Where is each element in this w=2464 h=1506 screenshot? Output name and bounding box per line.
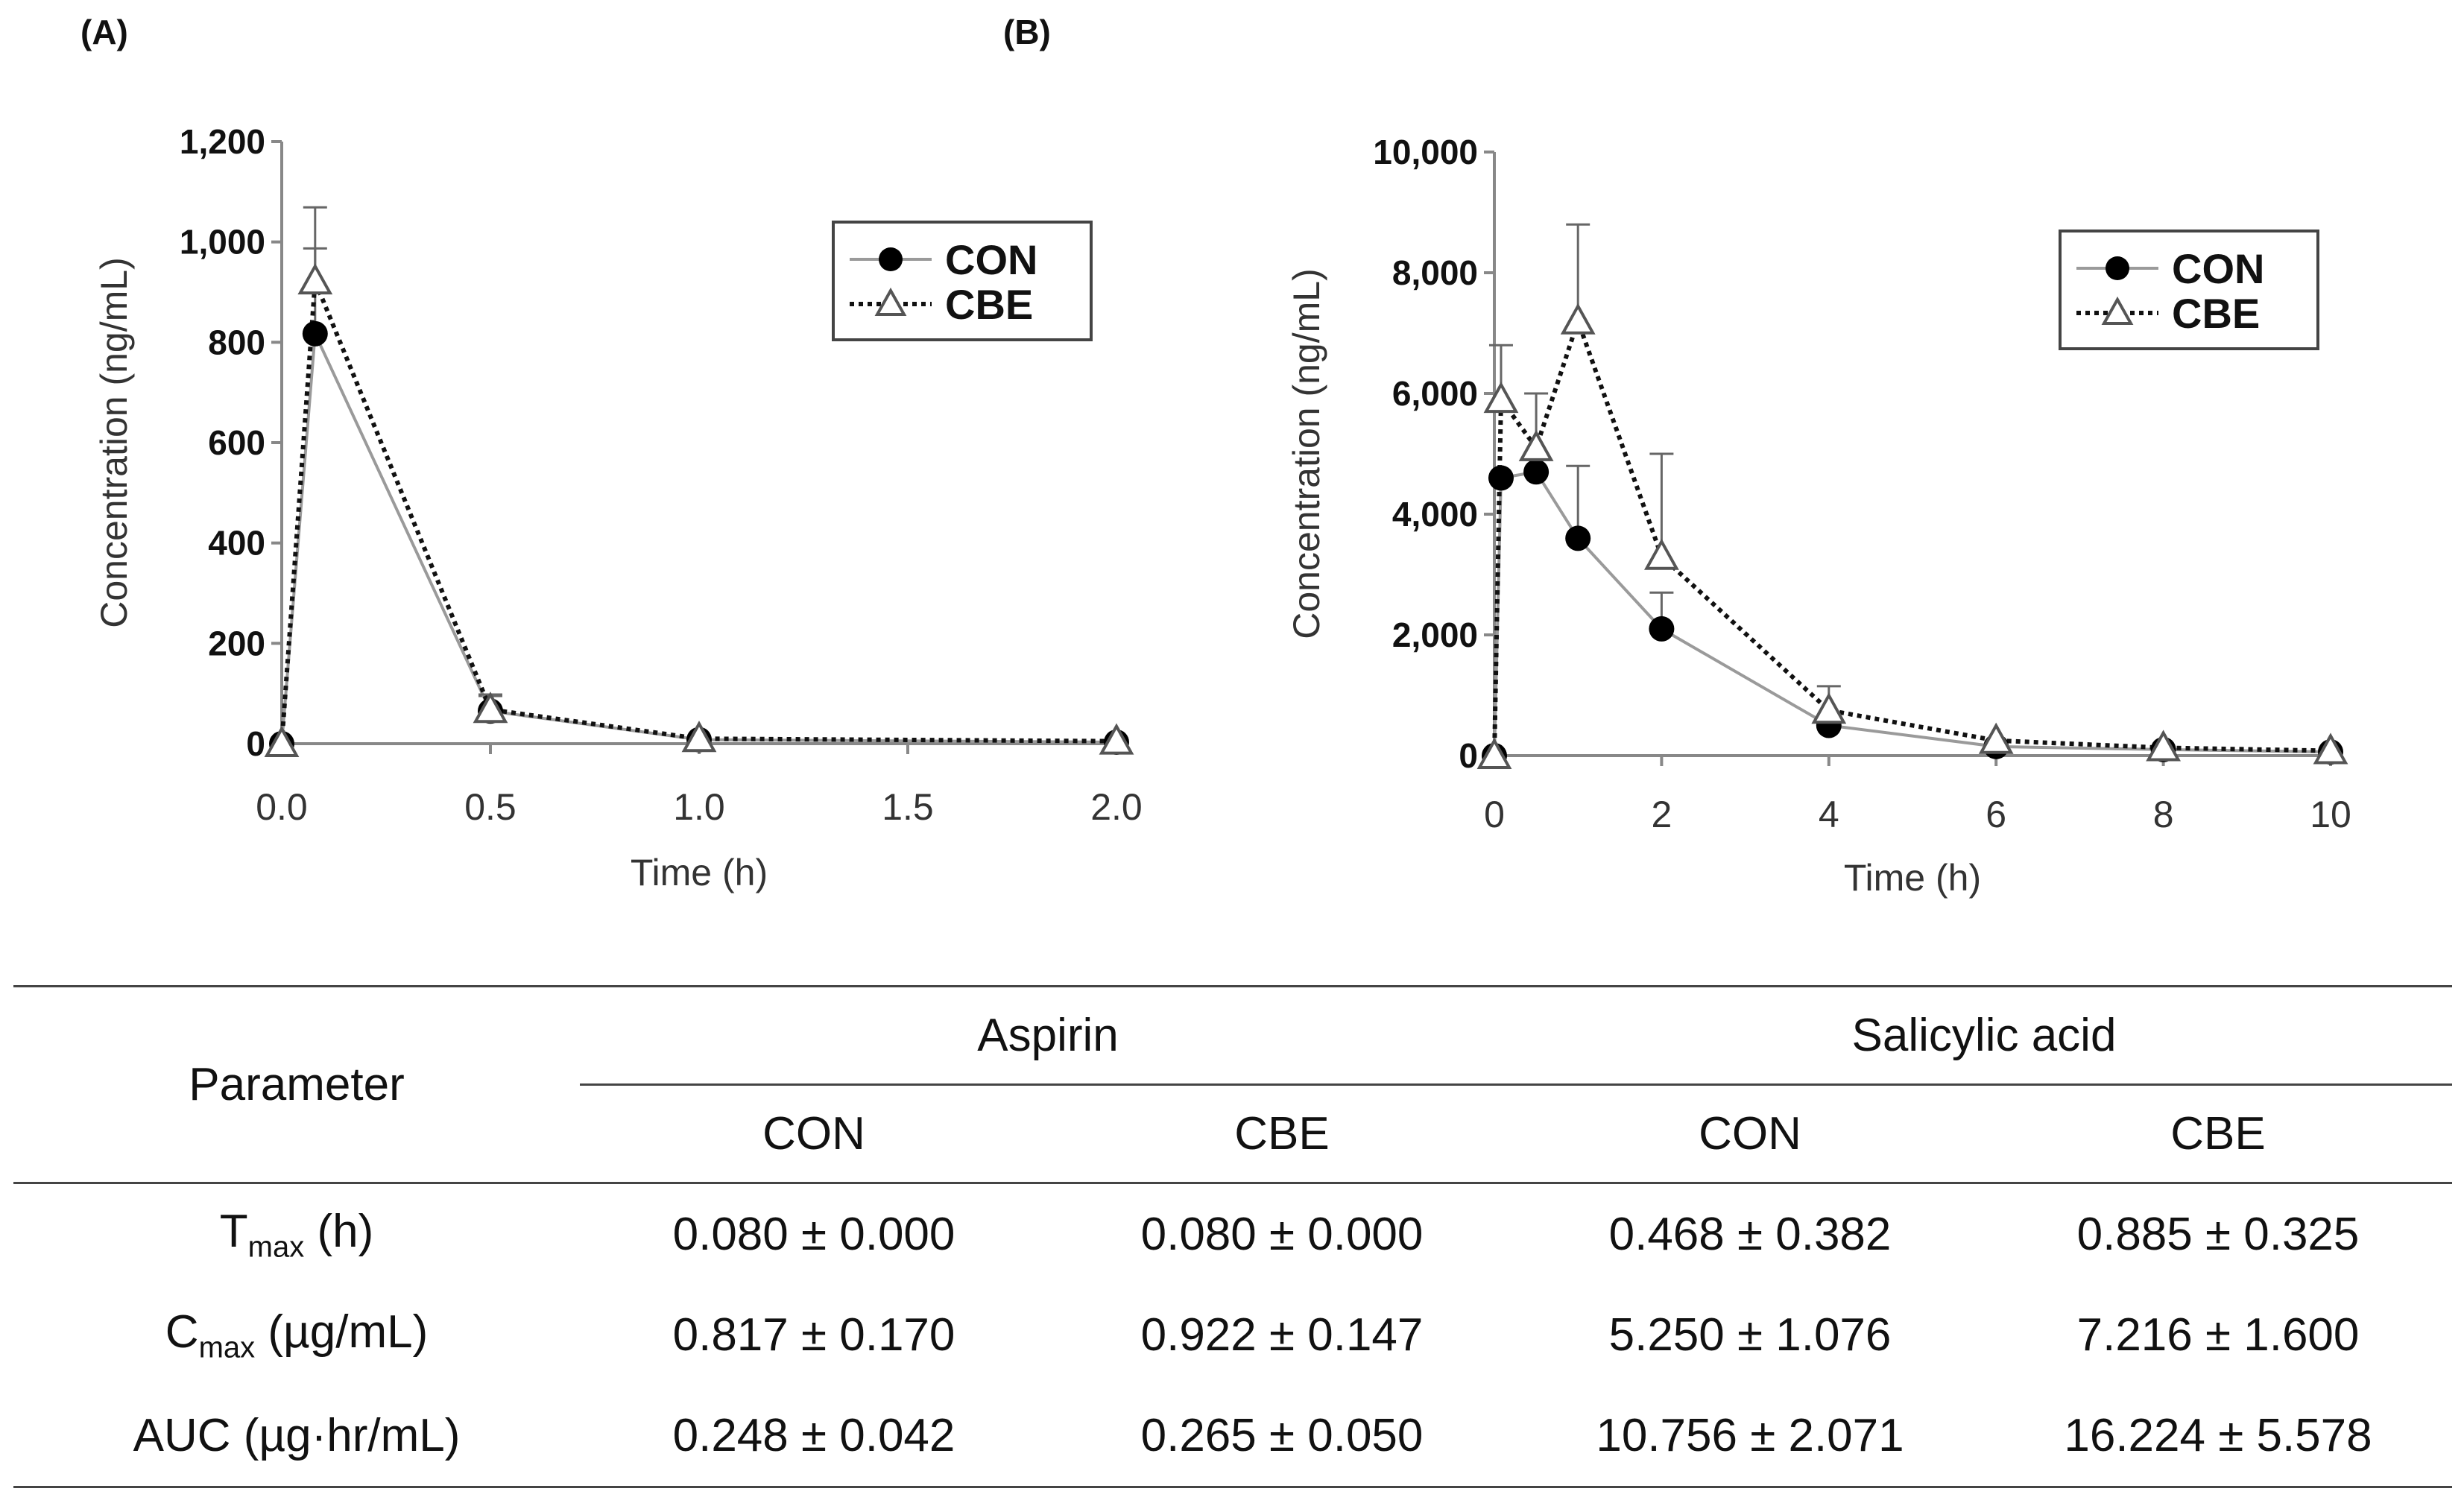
data-point-con [1565,525,1591,551]
data-point-con [1488,465,1514,491]
y-tick-label: 1,200 [180,122,265,161]
x-tick-label: 0.5 [464,786,517,828]
y-tick-label: 10,000 [1373,133,1478,171]
data-point-cbe [1099,723,1134,755]
x-tick-label: 1.0 [673,786,725,828]
series-line-con [1493,470,2331,756]
chart-b: 0 2,000 4,000 6,000 8,000 10,000 0 2 4 6 8 10 Time (… [1286,133,2351,899]
parameter-header: Parameter [13,985,580,1184]
sub-header-aspirin-cbe: CBE [1048,1084,1516,1184]
row-label: Cmax (µg/mL) [13,1285,580,1386]
y-tick-label: 4,000 [1392,495,1478,534]
table-row: Cmax (µg/mL) 0.817 ± 0.170 0.922 ± 0.147… [13,1285,2452,1386]
y-axis-title: Concentration (ng/mL) [93,257,135,627]
legend-label-cbe: CBE [2172,290,2260,337]
data-point-con [1649,616,1675,642]
group-header-aspirin: Aspirin [580,985,1516,1086]
table-cell: 0.468 ± 0.382 [1608,1208,1892,1260]
row-label: Tmax (h) [13,1183,580,1285]
y-tick-label: 1,000 [180,223,265,262]
data-point-cbe [1978,722,2014,754]
series-line-cbe [279,280,1117,744]
row-label-main: T [219,1205,248,1257]
table-cell: 10.756 ± 2.071 [1516,1385,1984,1488]
data-point-con [302,320,328,347]
row-label-sub: max [198,1331,256,1364]
table-cell: 0.265 ± 0.050 [1048,1385,1516,1488]
data-point-cbe [2313,733,2348,765]
series-line-cbe [1492,314,2331,756]
x-tick-label: 0.0 [256,786,308,828]
chart-a: 0 200 400 600 800 1,000 1,200 0.0 0.5 1.0 1.5 2.0 Ti… [93,122,1143,893]
x-tick-label: 8 [2153,794,2174,835]
legend-marker-con [2106,256,2129,280]
series-line-con [280,328,1117,744]
data-point-cbe [1476,737,1512,769]
table-cell: 0.080 ± 0.000 [1140,1208,1424,1260]
y-axis-title: Concentration (ng/mL) [1286,268,1327,639]
table-cell: 0.080 ± 0.000 [672,1208,955,1260]
data-point-cbe [1644,538,1679,570]
data-point-cbe [681,721,717,753]
legend-label-cbe: CBE [945,281,1033,328]
group-header-salicylic-acid: Salicylic acid [1516,985,2452,1086]
y-tick-label: 400 [208,524,265,563]
row-label-sub: max [247,1230,305,1263]
x-tick-label: 6 [1986,794,2006,835]
table-cell: 7.216 ± 1.600 [2076,1309,2360,1361]
table-cell: 0.248 ± 0.042 [580,1385,1048,1488]
legend-marker-cbe [874,287,907,316]
y-tick-label: 600 [208,423,265,462]
table-cell: 0.817 ± 0.170 [672,1309,955,1361]
table-cell: 0.885 ± 0.325 [2076,1208,2360,1260]
y-tick-label: 200 [208,624,265,662]
y-tick-label: 8,000 [1392,253,1478,292]
sub-header-salicylic-con: CON [1516,1084,1984,1184]
data-point-cbe [1518,429,1554,461]
data-point-con [1523,459,1550,485]
x-tick-label: 2.0 [1090,786,1143,828]
legend-label-con: CON [2172,245,2264,292]
data-point-cbe [264,725,300,757]
x-tick-label: 1.5 [882,786,934,828]
x-tick-label: 10 [2310,794,2351,835]
legend-marker-cbe [2101,296,2134,325]
y-tick-label: 6,000 [1392,374,1478,413]
sub-header-salicylic-cbe: CBE [1984,1084,2452,1184]
data-point-cbe [1483,381,1519,414]
row-label-main: C [165,1306,199,1358]
data-point-cbe [2146,730,2181,762]
y-tick-label: 0 [1459,736,1478,775]
row-label-rest: (µg/mL) [255,1306,429,1358]
data-point-cbe [297,263,333,295]
x-axis-title: Time (h) [631,852,768,893]
row-label-rest: (h) [304,1205,374,1257]
data-point-cbe [1560,303,1596,335]
sub-header-aspirin-con: CON [580,1084,1048,1184]
data-point-cbe [1811,692,1847,724]
legend-box [2059,230,2319,350]
row-label: AUC (µg·hr/mL) [13,1385,580,1488]
table-row: Tmax (h) 0.080 ± 0.000 0.080 ± 0.000 0.4… [13,1183,2452,1285]
table-row: AUC (µg·hr/mL) 0.248 ± 0.042 0.265 ± 0.0… [13,1385,2452,1488]
legend-marker-con [879,247,903,271]
x-tick-label: 0 [1484,794,1505,835]
x-tick-label: 4 [1819,794,1839,835]
legend-label-con: CON [945,236,1037,283]
data-point-cbe [473,692,508,724]
table-cell: 5.250 ± 1.076 [1608,1309,1892,1361]
table-cell: 0.922 ± 0.147 [1140,1309,1424,1361]
y-tick-label: 2,000 [1392,616,1478,654]
table-cell: 16.224 ± 5.578 [1984,1385,2452,1488]
x-tick-label: 2 [1651,794,1672,835]
panel-a-label: (A) [80,13,128,51]
row-label-main: AUC (µg·hr/mL) [133,1410,461,1462]
legend-box [832,221,1093,341]
panel-b-label: (B) [1003,13,1051,51]
y-tick-label: 800 [208,323,265,361]
y-tick-label: 0 [246,724,265,763]
parameter-table: Parameter Aspirin Salicylic acid CON CBE… [13,985,2452,1488]
x-axis-title: Time (h) [1844,857,1981,899]
